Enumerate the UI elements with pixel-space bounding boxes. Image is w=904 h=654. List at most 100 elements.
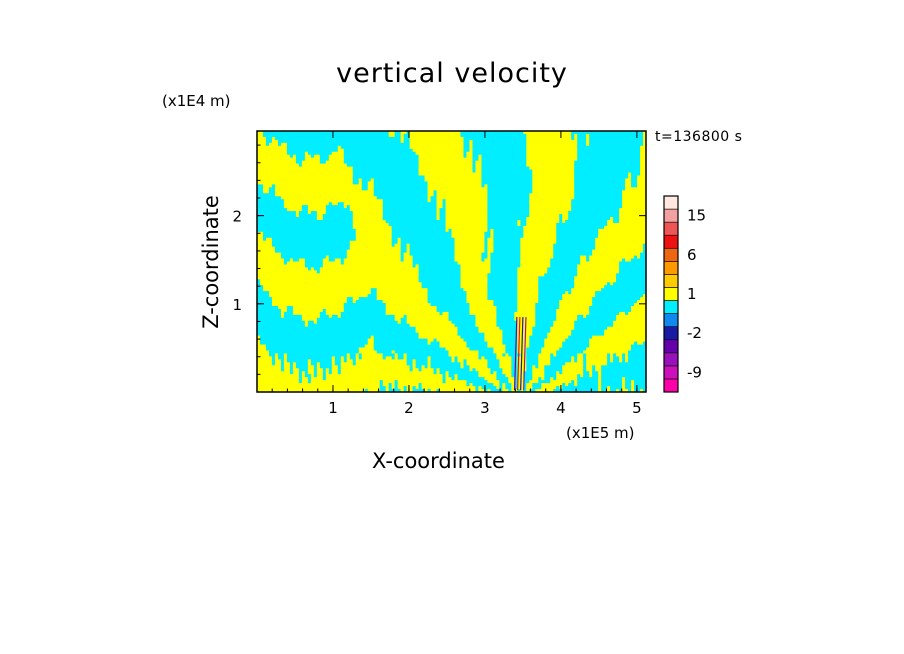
field-cell	[283, 160, 288, 165]
field-cell	[598, 196, 602, 200]
field-cell	[409, 166, 414, 171]
field-cell	[445, 208, 450, 212]
field-cell	[385, 234, 390, 239]
field-cell	[517, 240, 521, 245]
field-cell	[598, 228, 602, 233]
field-cell	[298, 202, 303, 206]
field-cell	[268, 172, 273, 177]
field-cell	[640, 222, 644, 227]
field-cell	[526, 208, 530, 212]
field-cell	[442, 145, 447, 150]
field-cell	[550, 133, 554, 138]
field-cell	[367, 196, 372, 200]
field-cell	[259, 142, 264, 147]
field-cell	[610, 157, 614, 162]
field-cell	[520, 172, 524, 177]
field-cell	[619, 225, 623, 230]
field-cell	[478, 205, 483, 209]
field-cell	[316, 169, 321, 174]
field-cell	[547, 193, 551, 197]
field-cell	[622, 172, 626, 177]
field-cell	[289, 219, 294, 224]
field-cell	[535, 178, 539, 183]
field-cell	[592, 142, 596, 147]
field-cell	[484, 234, 489, 239]
field-cell	[625, 133, 629, 138]
field-cell	[556, 240, 560, 245]
field-cell	[619, 234, 623, 239]
field-cell	[577, 131, 581, 135]
field-cell	[556, 172, 560, 177]
field-cell	[580, 196, 584, 200]
field-cell	[361, 142, 366, 147]
field-cell	[571, 228, 575, 233]
field-cell	[421, 196, 426, 200]
field-cell	[553, 240, 557, 245]
field-cell	[466, 160, 471, 165]
field-cell	[613, 166, 617, 171]
field-cell	[538, 196, 542, 200]
field-cell	[412, 163, 417, 168]
field-cell	[346, 163, 351, 168]
field-cell	[514, 154, 518, 159]
field-cell	[346, 136, 351, 141]
field-cell	[352, 151, 357, 156]
field-cell	[622, 133, 626, 138]
field-cell	[589, 219, 593, 224]
field-cell	[424, 160, 429, 165]
field-cell	[430, 133, 435, 138]
field-cell	[592, 184, 596, 188]
field-cell	[586, 193, 590, 197]
field-cell	[286, 166, 291, 171]
field-cell	[301, 154, 306, 159]
field-cell	[427, 240, 432, 245]
field-cell	[640, 160, 644, 165]
field-cell	[334, 166, 339, 171]
field-cell	[397, 166, 402, 171]
field-cell	[553, 231, 557, 236]
field-cell	[262, 172, 267, 177]
field-cell	[331, 131, 336, 135]
field-cell	[319, 234, 324, 239]
field-cell	[457, 169, 462, 174]
field-cell	[469, 205, 474, 209]
field-cell	[472, 136, 477, 141]
field-cell	[331, 193, 336, 197]
field-cell	[394, 139, 399, 144]
field-cell	[475, 240, 480, 245]
field-cell	[643, 175, 646, 180]
field-cell	[358, 148, 363, 153]
field-cell	[421, 136, 426, 141]
field-cell	[316, 193, 321, 197]
field-cell	[325, 160, 330, 165]
field-cell	[502, 187, 506, 191]
field-cell	[610, 142, 614, 147]
field-cell	[478, 133, 483, 138]
field-cell	[640, 136, 644, 141]
field-cell	[577, 228, 581, 233]
field-cell	[532, 133, 536, 138]
field-cell	[337, 136, 342, 141]
field-cell	[568, 211, 572, 215]
field-cell	[613, 196, 617, 200]
field-cell	[391, 148, 396, 153]
field-cell	[532, 154, 536, 159]
field-cell	[604, 190, 608, 194]
field-cell	[412, 202, 417, 206]
field-cell	[571, 169, 575, 174]
field-cell	[439, 181, 444, 185]
field-cell	[553, 181, 557, 185]
field-cell	[385, 199, 390, 203]
field-cell	[325, 136, 330, 141]
field-cell	[307, 184, 312, 188]
field-cell	[559, 190, 563, 194]
field-cell	[508, 222, 512, 227]
field-cell	[292, 219, 297, 224]
field-cell	[301, 166, 306, 171]
field-cell	[415, 157, 420, 162]
field-cell	[487, 190, 491, 194]
field-cell	[364, 219, 369, 224]
field-cell	[322, 240, 327, 245]
field-cell	[394, 205, 399, 209]
field-cell	[379, 142, 384, 147]
